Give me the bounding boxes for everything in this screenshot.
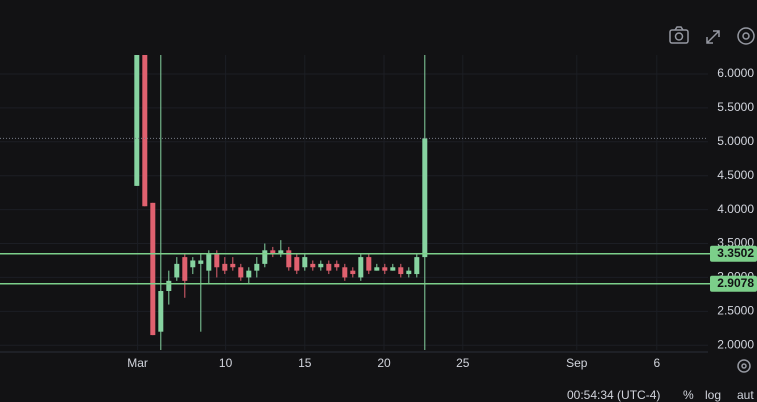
candle-body: [382, 267, 388, 271]
candle-body: [406, 270, 412, 275]
y-tick-label: 5.0000: [717, 134, 754, 148]
x-tick-label: 25: [456, 356, 470, 370]
x-tick-label: Sep: [566, 356, 588, 370]
candle-body: [278, 250, 284, 254]
x-tick-label: 15: [298, 356, 312, 370]
price-label-box: [710, 275, 757, 292]
y-tick-label: 2.5000: [717, 304, 754, 318]
x-tick-label: 10: [219, 356, 233, 370]
candle-body: [238, 267, 244, 278]
candle-body: [350, 270, 356, 275]
price-label-box: [710, 245, 757, 262]
candle-body: [342, 267, 348, 278]
fullscreen-icon[interactable]: [706, 30, 720, 44]
x-tick-label: 20: [377, 356, 391, 370]
x-tick-label: Mar: [127, 356, 148, 370]
candle-body: [422, 138, 428, 258]
auto-button[interactable]: aut: [737, 388, 754, 402]
candle-body: [254, 263, 260, 271]
candle-body: [398, 267, 404, 275]
candle-body: [270, 250, 276, 254]
candle-body: [246, 270, 252, 278]
camera-icon[interactable]: [669, 26, 689, 44]
candle-body: [142, 55, 148, 207]
y-tick-label: 4.0000: [717, 202, 754, 216]
y-tick-label: 5.5000: [717, 100, 754, 114]
chart-settings-icon[interactable]: [737, 359, 751, 373]
candle-body: [150, 202, 156, 336]
candle-body: [222, 263, 228, 271]
candle-body: [326, 263, 332, 271]
candle-body: [414, 257, 420, 275]
settings-icon[interactable]: [737, 27, 755, 45]
percent-button[interactable]: %: [683, 388, 694, 402]
candle-body: [358, 257, 364, 278]
candle-body: [206, 253, 212, 271]
y-tick-label: 4.5000: [717, 168, 754, 182]
time-label: 00:54:34 (UTC-4): [567, 388, 660, 402]
candle-body: [334, 263, 340, 268]
plot-area: [0, 55, 708, 350]
candle-body: [294, 257, 300, 271]
candle-body: [166, 280, 172, 291]
candle-body: [158, 291, 164, 332]
y-tick-label: 2.0000: [717, 337, 754, 351]
y-tick-label: 6.0000: [717, 66, 754, 80]
candle-body: [374, 267, 380, 271]
candle-body: [366, 257, 372, 271]
log-button[interactable]: log: [705, 388, 721, 402]
candle-body: [286, 250, 292, 268]
candle-body: [390, 267, 396, 271]
candle-body: [310, 263, 316, 268]
candle-body: [182, 257, 188, 281]
candle-body: [174, 263, 180, 278]
candle-body: [134, 55, 140, 186]
toolbar-icons: [669, 26, 755, 373]
candle-body: [318, 263, 324, 268]
candle-body: [230, 263, 236, 268]
candle-body: [198, 260, 204, 264]
candle-body: [262, 250, 268, 264]
candle-body: [214, 253, 220, 268]
price-label: 3.3502: [717, 246, 754, 260]
candle-body: [190, 260, 196, 268]
x-tick-label: 6: [653, 356, 660, 370]
candle-body: [302, 257, 308, 268]
price-label: 2.9078: [717, 276, 754, 290]
